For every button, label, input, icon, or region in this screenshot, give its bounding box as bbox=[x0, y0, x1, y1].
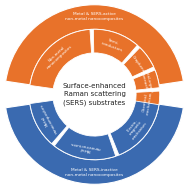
Wedge shape bbox=[93, 29, 137, 63]
Text: Electro-
magnetic
mechanism: Electro- magnetic mechanism bbox=[124, 115, 148, 141]
Text: Non-metal
nanocomposites: Non-metal nanocomposites bbox=[43, 41, 73, 70]
Wedge shape bbox=[110, 101, 159, 155]
Text: Metal & SERS-active
non-metal nanocomposites: Metal & SERS-active non-metal nanocompos… bbox=[65, 12, 124, 21]
Wedge shape bbox=[6, 104, 183, 184]
Text: Metal
nanostructures: Metal nanostructures bbox=[69, 140, 101, 154]
Text: Metal & SERS-inactive
non-metal nanocomposites: Metal & SERS-inactive non-metal nanocomp… bbox=[65, 168, 124, 177]
Text: Graphene: Graphene bbox=[131, 54, 146, 73]
Wedge shape bbox=[6, 5, 183, 85]
Text: Semi-
conductors: Semi- conductors bbox=[101, 36, 125, 52]
Wedge shape bbox=[54, 127, 116, 160]
Wedge shape bbox=[30, 100, 67, 144]
Wedge shape bbox=[123, 48, 154, 77]
Text: Metal
nanocomposites: Metal nanocomposites bbox=[36, 103, 59, 136]
Wedge shape bbox=[30, 29, 92, 89]
Text: Metal-organic
frameworks: Metal-organic frameworks bbox=[139, 69, 153, 94]
Wedge shape bbox=[133, 91, 160, 118]
Text: Surface-enhanced
Raman scattering
(SERS) substrates: Surface-enhanced Raman scattering (SERS)… bbox=[63, 83, 126, 106]
Wedge shape bbox=[133, 70, 159, 90]
Circle shape bbox=[59, 59, 130, 130]
Text: Chemical
mechanism: Chemical mechanism bbox=[141, 91, 153, 115]
